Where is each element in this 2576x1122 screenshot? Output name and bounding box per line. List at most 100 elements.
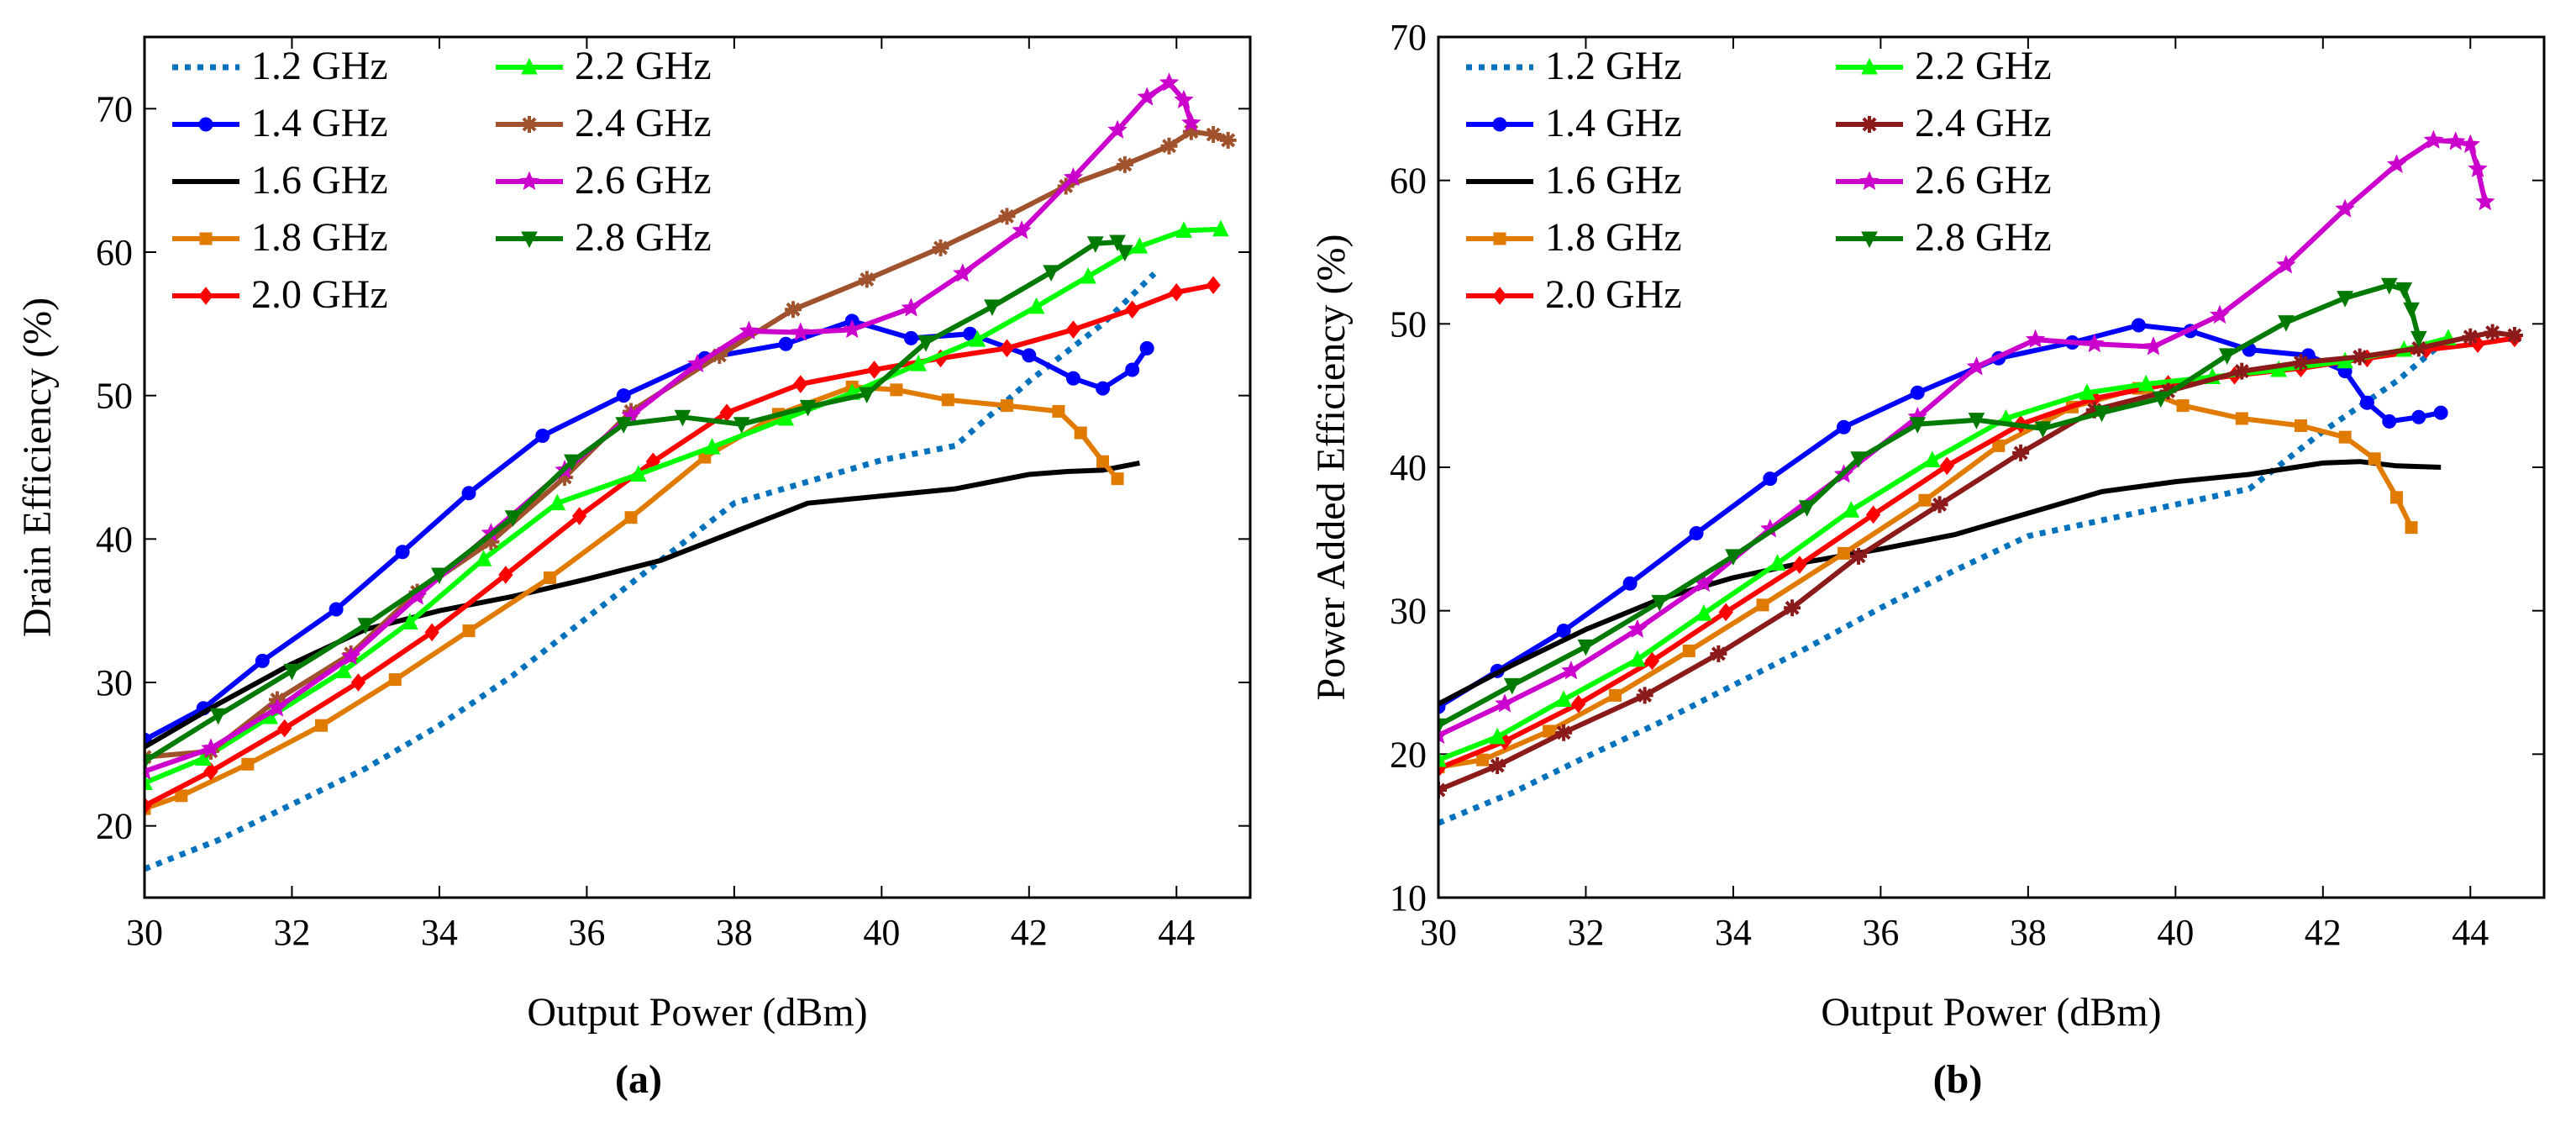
data-point-2-8-ghz: [1909, 417, 1927, 434]
data-point-1-8-ghz: [1000, 399, 1013, 413]
legend-label: 1.4 GHz: [251, 101, 388, 145]
data-point-1-8-ghz: [1111, 472, 1124, 486]
legend-item-1-8-ghz: 1.8 GHz: [1466, 215, 1682, 260]
data-point-2-6-ghz: [1495, 693, 1515, 713]
data-point-1-8-ghz: [2176, 399, 2190, 413]
data-point-1-4-ghz: [535, 428, 550, 443]
data-point-2-2-ghz: [1131, 237, 1149, 254]
legend-marker: [1492, 117, 1507, 132]
series-2-0-ghz: [145, 276, 1221, 815]
data-point-2-8-ghz: [1043, 265, 1059, 282]
data-point-2-8-ghz: [564, 454, 581, 471]
data-point-2-8-ghz: [1725, 549, 1742, 566]
data-point-2-6-ghz: [340, 646, 361, 666]
data-point-2-4-ghz: [2292, 354, 2310, 371]
series-line-1-6-ghz: [1438, 459, 2442, 707]
series-line-2-2-ghz: [1438, 335, 2449, 762]
data-point-2-0-ghz: [1065, 320, 1081, 339]
data-point-2-8-ghz: [2218, 348, 2236, 365]
x-tick-label: 40: [2157, 912, 2194, 953]
data-point-2-6-ghz: [1137, 87, 1157, 106]
data-point-1-8-ghz: [241, 757, 255, 771]
data-point-2-6-ghz: [1174, 89, 1194, 109]
x-tick-label: 38: [716, 912, 753, 953]
legend-item-2-6-ghz: 2.6 GHz: [496, 158, 712, 203]
legend-label: 2.8 GHz: [575, 215, 712, 260]
legend-label: 1.4 GHz: [1545, 101, 1682, 145]
x-tick-label: 34: [1715, 912, 1752, 953]
data-point-2-8-ghz: [984, 299, 1001, 316]
data-point-2-2-ghz: [335, 661, 352, 678]
data-point-1-8-ghz: [1756, 598, 1769, 612]
data-point-2-4-ghz: [1489, 756, 1506, 774]
data-point-2-4-ghz: [1116, 155, 1133, 173]
data-point-2-6-ghz: [201, 738, 221, 757]
y-tick-label: 50: [1390, 303, 1427, 345]
data-point-2-6-ghz: [2446, 131, 2466, 150]
data-point-2-4-ghz: [2462, 328, 2479, 345]
data-point-2-4-ghz: [1784, 599, 1801, 617]
legend-label: 1.8 GHz: [1545, 215, 1682, 260]
x-tick-label: 44: [2452, 912, 2489, 953]
data-point-2-0-ghz: [277, 719, 292, 738]
data-point-2-4-ghz: [482, 533, 500, 550]
data-point-2-6-ghz: [267, 698, 287, 717]
data-point-2-4-ghz: [2410, 340, 2427, 357]
legend-item-1-8-ghz: 1.8 GHz: [172, 215, 388, 260]
legend-marker: [198, 117, 213, 132]
data-point-1-4-ghz: [1125, 362, 1140, 377]
data-point-2-4-ghz: [2085, 401, 2103, 419]
axes-frame-a: [143, 35, 1252, 899]
data-point-2-4-ghz: [2233, 362, 2251, 380]
data-point-2-6-ghz: [2386, 154, 2407, 173]
data-point-2-8-ghz: [2380, 277, 2398, 295]
series-2-4-ghz: [1438, 324, 2523, 798]
series-1-6-ghz: [1438, 459, 2442, 707]
legend-marker: [521, 116, 538, 133]
data-point-1-8-ghz: [388, 673, 402, 687]
data-point-2-6-ghz: [1063, 167, 1084, 187]
data-point-2-8-ghz: [431, 567, 448, 585]
y-axis-label-a: Drain Efficiency (%): [15, 298, 60, 637]
legend-item-2-8-ghz: 2.8 GHz: [496, 215, 712, 260]
legend-label: 2.0 GHz: [1545, 272, 1682, 317]
data-point-2-6-ghz: [953, 263, 973, 282]
data-point-2-6-ghz: [2210, 304, 2230, 324]
y-tick-label: 40: [1390, 447, 1427, 488]
data-point-2-4-ghz: [1205, 126, 1222, 144]
data-point-1-4-ghz: [1096, 381, 1111, 396]
legend-label: 2.8 GHz: [1915, 215, 2052, 260]
data-point-2-4-ghz: [1160, 137, 1178, 155]
data-point-2-2-ghz: [1629, 650, 1646, 667]
legend-item-2-4-ghz: 2.4 GHz: [496, 101, 712, 145]
data-point-2-8-ghz: [209, 708, 227, 725]
legend-item-2-2-ghz: 2.2 GHz: [1836, 44, 2052, 88]
data-point-2-4-ghz: [711, 346, 728, 364]
data-point-2-2-ghz: [1924, 450, 1941, 467]
legend-marker: [1861, 231, 1878, 249]
data-point-1-8-ghz: [2235, 412, 2248, 425]
legend-marker: [521, 57, 538, 75]
x-tick-label: 38: [2010, 912, 2047, 953]
legend-item-2-6-ghz: 2.6 GHz: [1836, 158, 2052, 203]
data-point-2-4-ghz: [785, 301, 802, 319]
x-tick-label: 32: [1567, 912, 1604, 953]
data-point-2-4-ghz: [2351, 348, 2368, 366]
data-point-2-6-ghz: [1107, 119, 1128, 139]
data-point-2-4-ghz: [2484, 324, 2501, 341]
data-point-2-6-ghz: [1181, 113, 1201, 132]
data-point-2-8-ghz: [1798, 500, 1816, 517]
data-point-1-4-ghz: [395, 545, 410, 560]
data-point-2-2-ghz: [703, 437, 721, 455]
caption-a: (a): [615, 1057, 662, 1102]
legend-item-2-0-ghz: 2.0 GHz: [1466, 272, 1682, 317]
legend-item-1-6-ghz: 1.6 GHz: [1466, 158, 1682, 203]
data-point-2-2-ghz: [475, 550, 492, 566]
x-tick-label: 30: [1420, 912, 1457, 953]
data-point-1-8-ghz: [2368, 452, 2381, 466]
data-point-1-8-ghz: [1074, 426, 1087, 440]
data-point-2-4-ghz: [1555, 724, 1573, 741]
data-point-2-8-ghz: [2395, 282, 2413, 299]
legend-marker: [1861, 57, 1878, 75]
legend-marker: [1492, 287, 1507, 305]
